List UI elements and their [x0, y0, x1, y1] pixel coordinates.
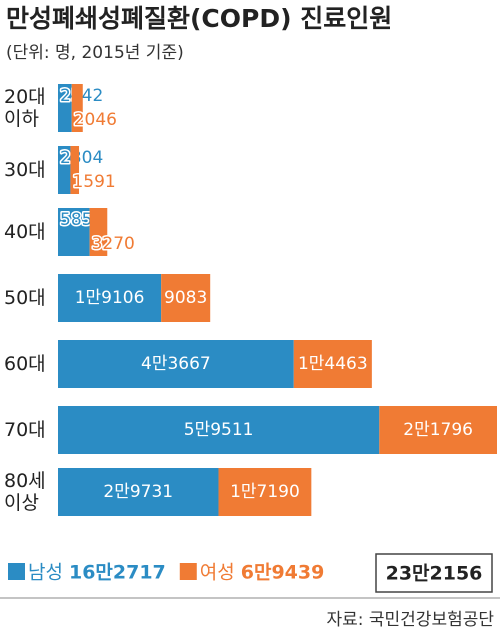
value-label: 4만3667 — [141, 354, 211, 374]
value-label: 1591 — [72, 172, 115, 192]
bar — [89, 208, 108, 256]
value-label: 5만9511 — [184, 420, 254, 440]
legend-total: 16만2717 — [69, 562, 166, 584]
bar — [71, 84, 83, 132]
category-label: 70대 — [4, 419, 46, 441]
grand-total: 23만2156 — [386, 563, 483, 585]
bar — [379, 406, 497, 454]
legend-total: 6만9439 — [241, 562, 325, 584]
source: 자료: 국민건강보험공단 — [326, 610, 494, 630]
value-label: 1만9106 — [75, 288, 145, 308]
bar — [58, 208, 90, 256]
value-label: 2046 — [74, 110, 117, 130]
bar — [58, 468, 219, 516]
legend-label: 남성 — [28, 562, 63, 584]
value-label: 2만9731 — [103, 482, 173, 502]
chart-title: 만성폐쇄성폐질환(COPD) 진료인원 — [6, 4, 392, 33]
bar — [58, 84, 72, 132]
chart-subtitle: (단위: 명, 2015년 기준) — [6, 43, 184, 63]
bar — [58, 274, 162, 322]
value-label: 1만4463 — [298, 354, 368, 374]
value-label: 3270 — [92, 234, 135, 254]
legend-swatch — [179, 563, 197, 580]
value-label: 1만7190 — [230, 482, 300, 502]
bar — [58, 340, 294, 388]
value-label: 2만1796 — [403, 420, 473, 440]
value-label: 9083 — [164, 288, 207, 308]
bar — [218, 468, 312, 516]
bar — [58, 146, 71, 194]
value-label: 2304 — [60, 148, 103, 168]
bar — [70, 146, 80, 194]
bar — [161, 274, 211, 322]
category-label: 40대 — [4, 221, 46, 243]
category-label: 50대 — [4, 287, 46, 309]
legend-swatch — [8, 563, 25, 580]
legend-label: 여성 — [200, 562, 235, 584]
category-label: 30대 — [4, 159, 46, 181]
bar — [58, 406, 380, 454]
category-label: 20대 이하 — [4, 86, 46, 130]
category-label: 60대 — [4, 353, 46, 375]
category-label: 80세 이상 — [4, 470, 46, 514]
total-box — [375, 553, 493, 593]
bar — [293, 340, 372, 388]
